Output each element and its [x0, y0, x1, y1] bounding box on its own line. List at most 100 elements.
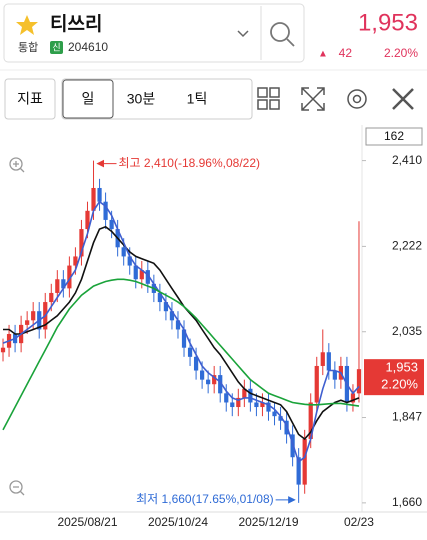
candle-body — [320, 352, 325, 366]
dropdown-icon[interactable] — [237, 30, 249, 38]
candle-body — [187, 347, 193, 357]
candle-body — [133, 265, 138, 280]
zoom-out[interactable] — [9, 480, 23, 494]
y-tick-label: 2,035 — [392, 324, 422, 338]
candle-body — [193, 356, 199, 371]
change-arrow: ▲ — [318, 49, 328, 60]
candle-body — [278, 416, 283, 421]
y-tick-label: 1,847 — [392, 410, 422, 424]
candle-body — [145, 270, 150, 284]
candle-body — [67, 265, 72, 289]
favorite-star[interactable] — [16, 15, 38, 35]
count-box — [365, 127, 423, 146]
candle-body — [224, 393, 229, 403]
x-tick-label: 2025/08/21 — [57, 515, 117, 529]
candle-body — [61, 279, 66, 289]
candle-body — [139, 270, 144, 280]
toolbar-icons — [257, 87, 414, 111]
candle-body — [254, 402, 259, 408]
candle-body — [308, 402, 313, 439]
low-annotation: 최저 1,660(17.65%,01/08) — [136, 492, 274, 506]
candle-body — [0, 347, 6, 353]
toolbar-button[interactable]: 일 — [82, 91, 95, 107]
candle-body — [79, 229, 84, 257]
last-price-box — [364, 359, 424, 396]
candle-body — [260, 402, 265, 408]
settings-icon[interactable] — [347, 89, 367, 109]
candle-body — [121, 247, 126, 257]
moving-average — [3, 225, 360, 441]
candle-body — [157, 292, 162, 303]
layout-icon[interactable] — [257, 87, 268, 98]
candle-body — [266, 402, 271, 412]
candle-body — [85, 210, 90, 230]
y-tick-label: 2,410 — [392, 153, 422, 167]
settings-icon-core — [352, 94, 362, 104]
candle-body — [109, 219, 114, 230]
price: 1,953 — [358, 9, 418, 36]
period-selected[interactable] — [62, 79, 114, 119]
candle-body — [55, 279, 60, 293]
candle-body — [31, 311, 36, 321]
x-tick-label: 2025/12/19 — [238, 515, 298, 529]
tools-icon[interactable] — [392, 88, 414, 110]
toolbar-button[interactable]: 30분 — [127, 91, 156, 107]
candle-body — [218, 375, 223, 394]
search-box[interactable] — [3, 3, 305, 63]
candle-body — [127, 256, 132, 266]
badge-bg — [50, 41, 63, 54]
layout-icon — [269, 99, 280, 110]
candle-body — [73, 256, 78, 266]
candle-body — [25, 320, 30, 325]
stock-name: 티쓰리 — [50, 13, 102, 35]
y-tick-label: 1,660 — [392, 495, 422, 509]
candle-body — [175, 320, 181, 330]
candle-body — [91, 187, 96, 211]
last-price-label: 1,953 — [385, 360, 418, 375]
high-annotation: 최고 2,410(-18.96%,08/22) — [119, 156, 261, 170]
search-icon[interactable] — [270, 22, 290, 42]
x-tick-label: 02/23 — [344, 515, 374, 529]
candle-body — [242, 388, 247, 398]
count-label: 162 — [384, 129, 404, 143]
candle-body — [326, 352, 331, 371]
y-tick-label: 2,222 — [392, 239, 422, 253]
candle-body — [296, 457, 301, 485]
toolbar-button[interactable]: 지표 — [17, 91, 43, 107]
change-pct: 2.20% — [384, 46, 418, 60]
last-change-label: 2.20% — [381, 377, 418, 392]
candle-body — [103, 201, 108, 220]
zoom-in[interactable] — [9, 157, 23, 171]
candle-body — [302, 438, 307, 485]
moving-average — [2, 278, 360, 431]
indicator-button[interactable] — [4, 78, 56, 120]
candle-body — [163, 302, 169, 312]
layout-icon — [257, 99, 268, 110]
candle-body — [97, 187, 102, 202]
candle-body — [332, 370, 337, 380]
candle-body — [169, 311, 175, 321]
low-arrow — [275, 496, 296, 504]
badge: 신 — [52, 42, 60, 52]
candle-body — [236, 397, 241, 408]
stock-code: 204610 — [68, 40, 108, 54]
candle-body — [248, 388, 253, 403]
candle-body — [181, 329, 187, 348]
candle-body — [212, 375, 217, 385]
x-tick-label: 2025/10/24 — [148, 515, 208, 529]
candle-body — [314, 365, 319, 403]
market: 통합 — [18, 41, 38, 54]
candle-body — [206, 379, 211, 385]
candle-body — [356, 369, 362, 394]
high-arrow — [96, 159, 117, 168]
candle-body — [272, 411, 277, 417]
layout-icon — [269, 87, 280, 98]
candle-body — [230, 402, 235, 408]
toolbar-button[interactable]: 1틱 — [187, 91, 208, 107]
candle-body — [350, 393, 356, 403]
candle-body — [200, 370, 205, 380]
change: 42 — [339, 46, 353, 60]
moving-average — [2, 200, 360, 464]
expand-icon[interactable] — [301, 87, 325, 111]
